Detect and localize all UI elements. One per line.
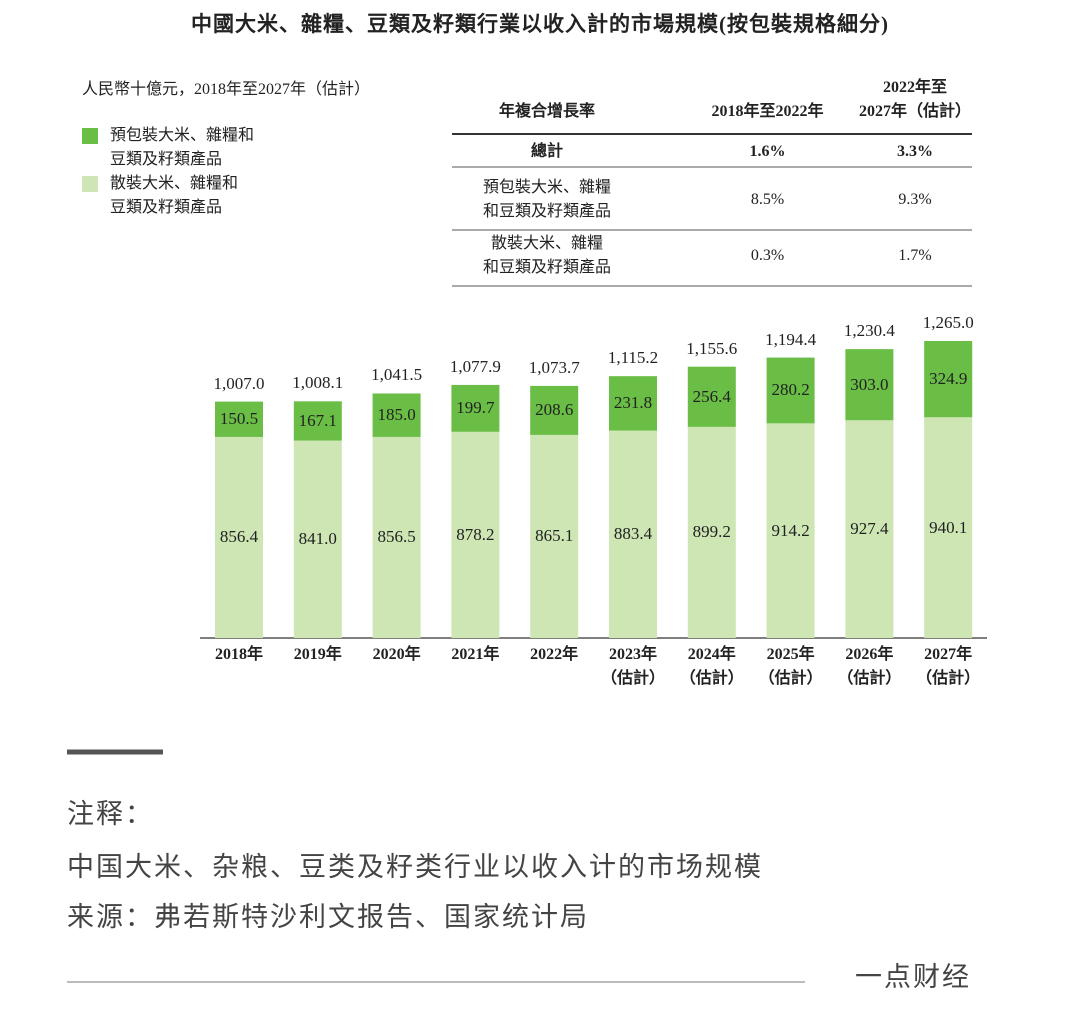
table-cell: 3.3% — [897, 143, 933, 160]
value-label: 208.6 — [535, 400, 574, 420]
table-cell: 預包裝大米、雜糧 和豆類及籽類產品 — [482, 179, 611, 220]
value-label: 856.5 — [377, 527, 416, 547]
total-label: 1,194.4 — [765, 329, 817, 349]
bar-segment — [924, 417, 973, 638]
x-tick-label: 2027年 （估計） — [916, 646, 981, 687]
x-tick-label: 2018年 — [214, 646, 263, 663]
value-label: 199.7 — [456, 398, 495, 418]
x-tick-label: 2025年 （估計） — [758, 646, 823, 687]
x-tick-label: 2021年 — [451, 646, 500, 663]
legend-label: 預包裝大米、雜糧和 豆類及籽類產品 — [110, 127, 255, 168]
value-label: 899.2 — [692, 522, 731, 542]
bar-segment — [372, 393, 421, 437]
legend-label: 散裝大米、雜糧和 豆類及籽類產品 — [110, 175, 239, 216]
total-label: 1,073.7 — [528, 357, 580, 377]
table-cell: 散裝大米、雜糧 和豆類及籽類產品 — [482, 235, 611, 276]
value-label: 940.1 — [929, 517, 968, 537]
bar-segment — [687, 426, 736, 638]
table-cell: 8.5% — [750, 191, 785, 208]
value-label: 303.0 — [850, 374, 889, 394]
bar-segment — [766, 423, 815, 638]
value-label: 927.4 — [850, 519, 889, 539]
bar-segment — [766, 357, 815, 424]
bar-segment — [215, 401, 263, 437]
legend-swatch — [82, 176, 98, 192]
table-cell: 1.7% — [898, 247, 932, 264]
x-tick-label: 2024年 （估計） — [679, 646, 744, 687]
bar-segment — [924, 341, 973, 418]
bar-segment — [687, 366, 736, 427]
note-line: 中国大米、杂粮、豆类及籽类行业以收入计的市场规模 — [67, 852, 763, 883]
total-label: 1,265.0 — [922, 313, 974, 332]
note-line: 来源：弗若斯特沙利文报告、国家统计局 — [67, 902, 589, 933]
table-cell: 總計 — [530, 143, 563, 160]
bar-segment — [845, 420, 894, 638]
bar-segment — [293, 440, 342, 638]
table-header: 2022年至 2027年（估計） — [858, 79, 971, 120]
value-label: 167.1 — [298, 410, 337, 430]
total-label: 1,230.4 — [843, 321, 895, 341]
bar-segment — [293, 401, 342, 441]
value-label: 883.4 — [613, 524, 653, 544]
table-cell: 1.6% — [749, 143, 786, 160]
bar-segment — [451, 384, 500, 432]
total-label: 1,007.0 — [213, 373, 265, 393]
unit-label: 人民幣十億元，2018年至2027年（估計） — [82, 81, 371, 98]
value-label: 865.1 — [535, 526, 574, 546]
note-heading: 注释： — [67, 799, 154, 830]
x-tick-label: 2023年 （估計） — [600, 646, 665, 687]
value-label: 856.4 — [219, 527, 259, 547]
total-label: 1,115.2 — [607, 348, 659, 368]
bar-segment — [845, 349, 894, 421]
value-label: 185.0 — [377, 405, 416, 425]
total-label: 1,041.5 — [371, 365, 423, 385]
bar-segment — [530, 385, 579, 435]
total-label: 1,155.6 — [686, 338, 738, 358]
bar-segment — [451, 431, 500, 638]
bar-segment — [372, 436, 421, 638]
table-header: 2018年至2022年 — [711, 103, 824, 120]
value-label: 150.5 — [219, 409, 259, 429]
bar-segment — [530, 434, 579, 638]
total-label: 1,008.1 — [292, 373, 344, 393]
table-cell: 9.3% — [898, 191, 932, 208]
value-label: 280.2 — [771, 380, 810, 400]
bar-segment — [609, 430, 657, 638]
table-header: 年複合增長率 — [498, 103, 595, 120]
x-tick-label: 2022年 — [530, 646, 579, 663]
value-label: 231.8 — [613, 393, 653, 413]
total-label: 1,077.9 — [449, 356, 501, 376]
legend-swatch — [82, 128, 98, 144]
x-tick-label: 2020年 — [372, 646, 421, 663]
bar-segment — [215, 436, 263, 638]
value-label: 324.9 — [929, 369, 968, 389]
chart-title: 中國大米、雜糧、豆類及籽類行業以收入計的市場規模(按包裝規格細分) — [191, 12, 889, 36]
value-label: 914.2 — [771, 520, 810, 540]
x-tick-label: 2026年 （估計） — [837, 646, 902, 687]
value-label: 841.0 — [298, 529, 337, 549]
value-label: 878.2 — [456, 524, 495, 544]
brand: 一点财经 — [855, 962, 971, 993]
bar-segment — [609, 376, 657, 431]
x-tick-label: 2019年 — [293, 646, 342, 663]
table-cell: 0.3% — [750, 247, 785, 264]
value-label: 256.4 — [692, 386, 731, 406]
